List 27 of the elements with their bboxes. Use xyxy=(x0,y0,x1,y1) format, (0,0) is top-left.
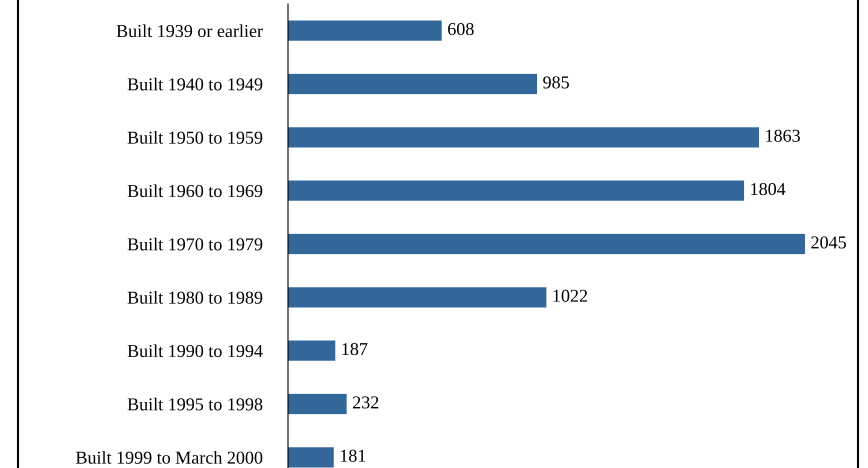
bar xyxy=(288,127,759,148)
data-label: 1022 xyxy=(554,290,588,302)
bar xyxy=(288,394,347,414)
y-tick-label: Built 1980 to 1989 xyxy=(128,291,262,304)
y-tick-label: Built 1940 to 1949 xyxy=(128,78,262,90)
y-tick-label: Built 1995 to 1998 xyxy=(128,398,262,410)
data-label: 608 xyxy=(448,23,474,36)
data-label: 181 xyxy=(340,450,366,462)
data-label: 1804 xyxy=(751,183,786,196)
data-label: 1863 xyxy=(766,130,800,142)
data-label: 985 xyxy=(543,76,569,89)
bar xyxy=(288,234,805,254)
bar xyxy=(288,74,538,94)
bar xyxy=(288,180,744,201)
bar xyxy=(288,20,442,41)
y-tick-label: Built 1950 to 1959 xyxy=(128,131,262,144)
y-tick-label: Built 1939 or earlier xyxy=(116,24,263,38)
bar xyxy=(288,287,546,308)
data-label: 187 xyxy=(342,343,368,356)
y-tick-label: Built 1999 to March 2000 xyxy=(76,451,262,464)
bar xyxy=(288,340,336,361)
y-tick-label: Built 1960 to 1969 xyxy=(128,184,262,198)
bar xyxy=(288,447,334,468)
y-tick-label: Built 1990 to 1994 xyxy=(128,344,263,358)
data-label: 2045 xyxy=(811,236,846,249)
y-tick-label: Built 1970 to 1979 xyxy=(128,238,262,250)
data-label: 232 xyxy=(353,396,378,409)
